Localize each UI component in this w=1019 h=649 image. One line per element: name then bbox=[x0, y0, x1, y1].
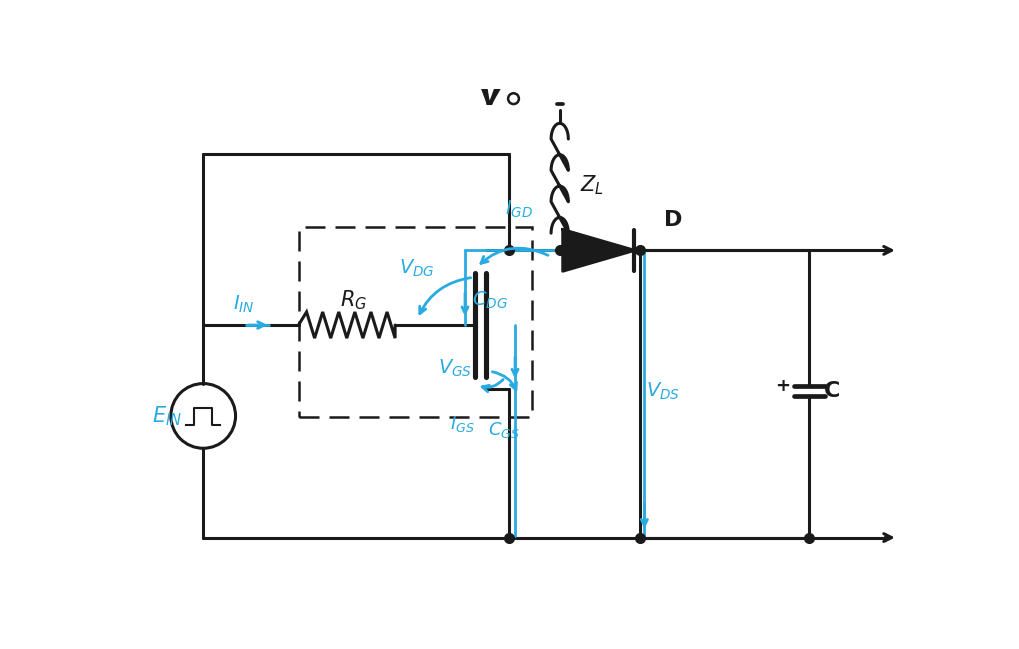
Text: C: C bbox=[823, 381, 840, 401]
Text: $E_{IN}$: $E_{IN}$ bbox=[152, 404, 181, 428]
Text: $V_{DG}$: $V_{DG}$ bbox=[398, 258, 434, 278]
Text: $C_{DG}$: $C_{DG}$ bbox=[472, 289, 507, 311]
Text: $I_{GS}$: $I_{GS}$ bbox=[450, 413, 475, 434]
Text: $I_{GD}$: $I_{GD}$ bbox=[504, 199, 533, 220]
Text: $V_{DS}$: $V_{DS}$ bbox=[645, 380, 680, 402]
Text: $C_{GS}$: $C_{GS}$ bbox=[487, 420, 519, 440]
Bar bbox=[300, 227, 532, 417]
Text: V: V bbox=[480, 89, 497, 108]
Text: $Z_L$: $Z_L$ bbox=[580, 173, 604, 197]
Text: V: V bbox=[480, 89, 497, 108]
Text: D: D bbox=[663, 210, 682, 230]
Text: +: + bbox=[774, 377, 790, 395]
Polygon shape bbox=[562, 230, 634, 271]
Text: $V_{GS}$: $V_{GS}$ bbox=[437, 358, 472, 379]
Text: $I_{IN}$: $I_{IN}$ bbox=[233, 293, 255, 315]
Text: $R_G$: $R_G$ bbox=[339, 289, 367, 312]
